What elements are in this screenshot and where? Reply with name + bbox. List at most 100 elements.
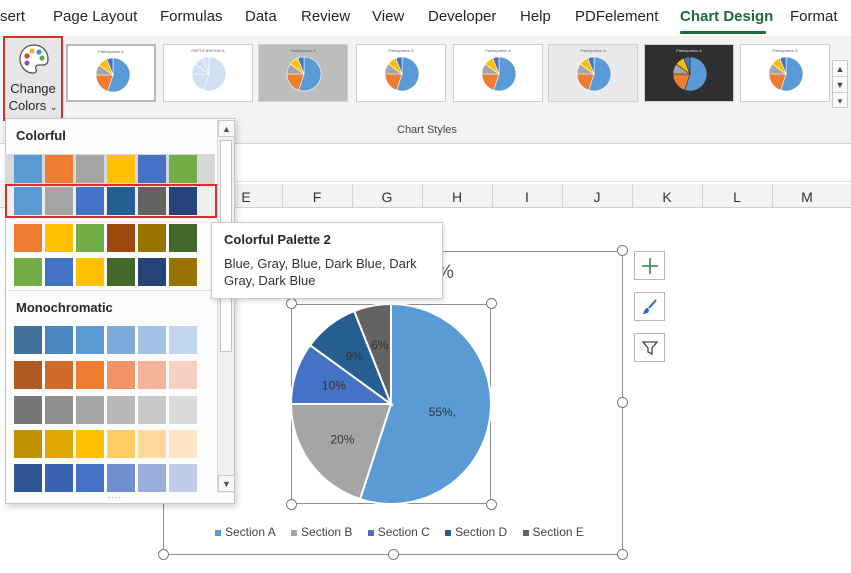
dropdown-scrollbar[interactable]: ▲ ▼ [217,120,235,493]
pie-slice-5[interactable] [352,304,392,405]
column-header-i[interactable]: I [525,189,529,205]
color-swatch [45,326,73,354]
chart-style-thumbnail[interactable]: PARTICIPATION A [163,44,253,102]
chart-filters-button[interactable] [634,333,665,362]
chart-style-thumbnail[interactable]: Participation A [644,44,734,102]
tab-pdfelement[interactable]: PDFelement [575,8,659,25]
mono-palette-row-2[interactable] [14,361,200,389]
column-divider [562,184,563,208]
column-header-e[interactable]: E [241,189,251,205]
color-swatch [169,258,197,286]
color-swatch [45,464,73,492]
chart-style-thumbnail[interactable]: Participation A [740,44,830,102]
column-header-m[interactable]: M [801,189,813,205]
plot-resize-handle[interactable] [286,499,297,510]
chart-style-thumbnail[interactable]: Participation A [66,44,156,102]
column-header-g[interactable]: G [381,189,393,205]
color-swatch [138,430,166,458]
scroll-up-button[interactable]: ▲ [218,120,235,137]
pie-data-label-2: 20% [330,432,354,446]
change-colors-button[interactable]: Change Colors ⌄ [3,36,63,121]
tab-chart-design[interactable]: Chart Design [680,8,774,25]
plot-resize-handle[interactable] [486,298,497,309]
legend-item-section-c: Section C [367,525,430,539]
color-swatch [169,187,197,215]
chart-style-thumbnail[interactable]: Participation A [356,44,446,102]
chart-resize-handle[interactable] [617,245,628,256]
color-swatch [14,361,42,389]
mono-palette-row-1[interactable] [14,326,200,354]
tab-page-layout[interactable]: Page Layout [53,8,138,25]
tab-developer[interactable]: Developer [428,8,497,25]
chart-style-thumbnail[interactable]: Participation A [258,44,348,102]
legend-swatch [215,529,221,536]
colorful-palette-row-2[interactable] [14,187,200,215]
color-swatch [169,361,197,389]
chart-resize-handle[interactable] [158,549,169,560]
pie-slice-1[interactable] [358,304,491,504]
thumbnail-pie [286,56,322,92]
column-header-j[interactable]: J [593,189,601,205]
color-swatch [76,155,104,183]
thumbnail-pie [576,56,612,92]
chevron-down-icon: ⌄ [49,102,58,112]
ribbon-tab-bar: sert Page Layout Formulas Data Review Vi… [0,0,851,36]
tab-view[interactable]: View [372,8,405,25]
gallery-up-button[interactable]: ▲ [833,61,847,77]
chart-style-thumbnail[interactable]: Participation A [453,44,543,102]
thumbnail-slice [683,56,691,75]
legend-item-section-b: Section B [291,525,352,539]
color-swatch [138,258,166,286]
tooltip-body: Blue, Gray, Blue, Dark Blue, Dark Gray, … [224,256,417,288]
pie-data-label-4: 9% [346,350,364,364]
color-swatch [138,224,166,252]
tab-formulas[interactable]: Formulas [160,8,223,25]
column-header-f[interactable]: F [312,189,322,205]
scroll-down-button[interactable]: ▼ [218,475,235,492]
legend-swatch [291,529,298,536]
colorful-palette-row-3[interactable] [14,224,200,252]
gallery-down-button[interactable]: ▼ [833,77,847,93]
color-swatch [138,464,166,492]
active-tab-indicator [680,31,766,34]
tab-data[interactable]: Data [245,8,277,25]
legend-swatch [522,529,529,536]
dropdown-resize-grip[interactable]: .... [108,490,123,500]
colorful-palette-row-4[interactable] [14,258,200,286]
color-swatch [107,396,135,424]
column-header-h[interactable]: H [451,189,463,205]
pie-slice-2[interactable] [291,403,393,501]
chart-elements-button[interactable] [634,251,665,280]
monochromatic-heading: Monochromatic [16,300,113,315]
tab-format[interactable]: Format [790,8,838,25]
tab-review[interactable]: Review [301,8,351,25]
plot-resize-handle[interactable] [486,499,497,510]
column-divider [282,184,283,208]
color-swatch [14,258,42,286]
column-divider [702,184,703,208]
color-swatch [107,361,135,389]
chart-resize-handle[interactable] [617,397,628,408]
pie-chart[interactable]: 55%, 20% 10%9% 6% [291,304,491,504]
chart-style-thumbnail[interactable]: Participation A [548,44,638,102]
chart-styles-button[interactable] [634,292,665,321]
thumbnail-slice [588,56,612,92]
color-swatch [76,361,104,389]
mono-palette-row-3[interactable] [14,396,200,424]
tooltip-title: Colorful Palette 2 [224,232,331,247]
chart-resize-handle[interactable] [617,549,628,560]
mono-palette-row-4[interactable] [14,430,200,458]
tab-insert[interactable]: sert [0,8,26,25]
gallery-more-button[interactable]: ▾ [837,96,843,106]
color-swatch [107,464,135,492]
chart-legend[interactable]: Section A Section B Section C Section D … [215,525,596,539]
column-header-l[interactable]: L [733,189,741,205]
tab-help[interactable]: Help [520,8,551,25]
chart-resize-handle[interactable] [388,549,399,560]
color-swatch [76,326,104,354]
colorful-palette-row-1[interactable] [14,155,200,183]
column-header-k[interactable]: K [662,189,672,205]
pie-data-label-3: 10% [322,378,346,392]
mono-palette-row-5[interactable] [14,464,200,492]
